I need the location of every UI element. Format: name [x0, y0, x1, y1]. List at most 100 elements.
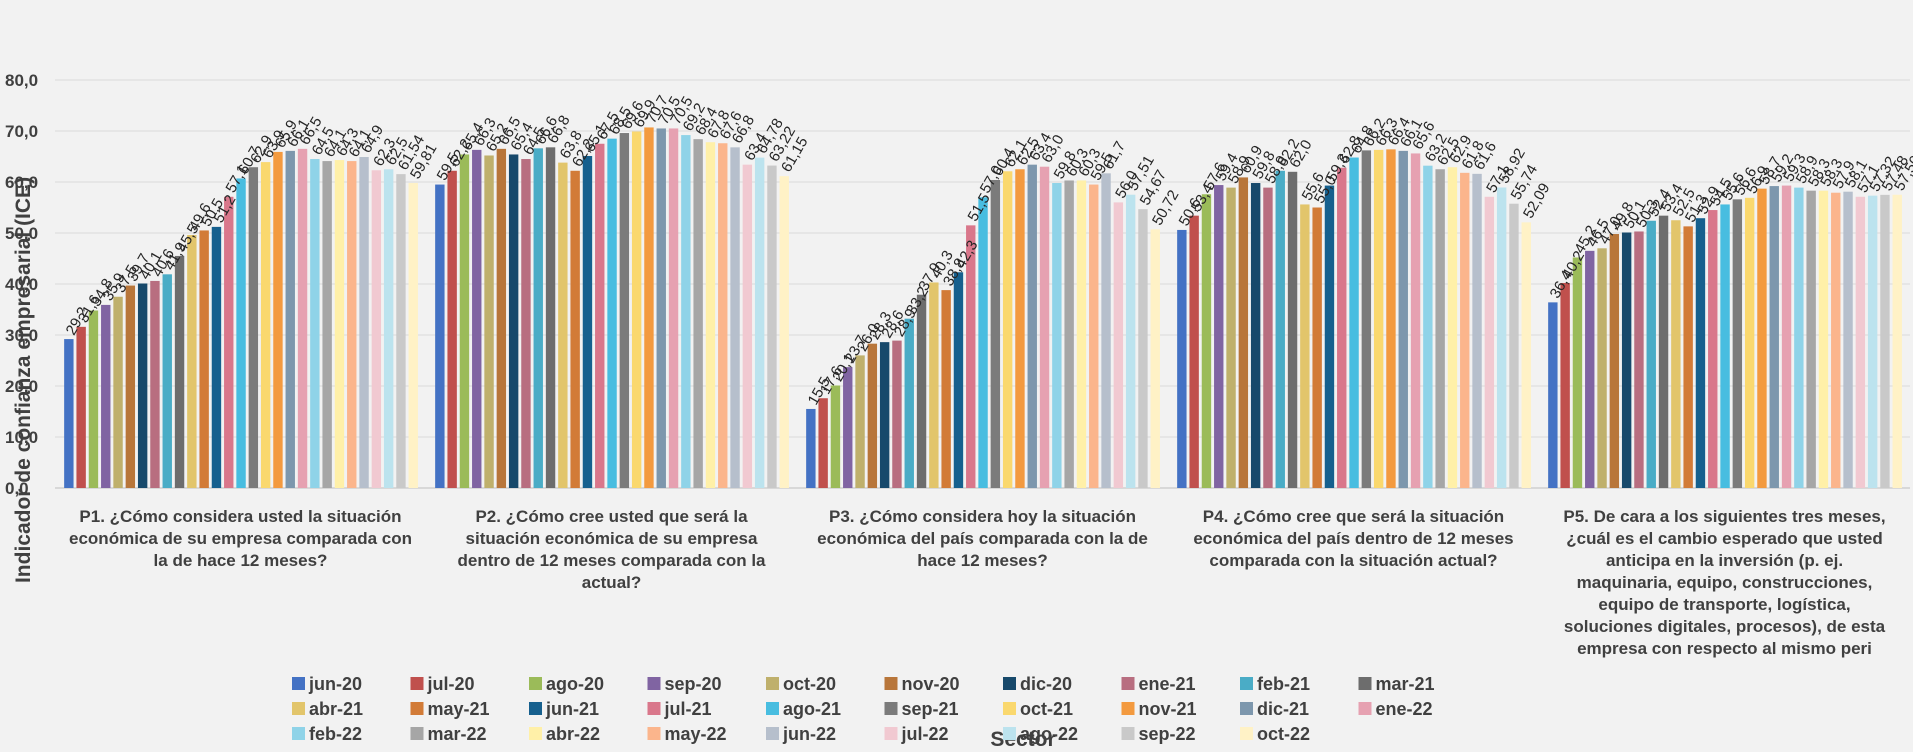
bar: [730, 147, 740, 488]
legend-label: jun-20: [308, 674, 362, 694]
y-tick-label: 70,0: [5, 122, 38, 141]
legend-swatch: [529, 702, 542, 715]
legend-label: oct-20: [783, 674, 836, 694]
bar: [767, 165, 777, 488]
bar: [806, 408, 816, 488]
legend-swatch: [647, 702, 661, 715]
bar: [1472, 173, 1482, 488]
bar: [904, 318, 914, 488]
bar: [248, 167, 259, 488]
bar: [668, 128, 679, 488]
bar: [125, 285, 136, 488]
legend-label: abr-21: [309, 699, 363, 719]
category-label: P5. De cara a los siguientes tres meses,…: [1563, 507, 1885, 658]
bar: [1843, 191, 1853, 488]
bar: [1818, 190, 1829, 489]
y-tick-label: 10,0: [5, 428, 38, 447]
bar: [1138, 209, 1148, 489]
bar: [496, 148, 507, 488]
bar: [1238, 177, 1249, 488]
bar: [1398, 150, 1408, 488]
legend-swatch: [647, 677, 661, 690]
bar: [484, 155, 494, 489]
bar: [101, 304, 111, 488]
bar: [347, 161, 357, 488]
bar: [1423, 165, 1433, 488]
bar: [1189, 215, 1199, 488]
bar: [408, 182, 418, 488]
bar: [1015, 169, 1025, 488]
legend: jun-20 jul-20 ago-20 sep-20 oct-20 nov-20 dic-…: [292, 674, 1435, 744]
bar: [1125, 194, 1136, 488]
bar: [1646, 220, 1656, 488]
bar: [1460, 172, 1470, 488]
legend-swatch: [1121, 702, 1135, 715]
legend-label: jun-21: [545, 699, 599, 719]
bar: [1039, 166, 1050, 488]
bar: [1447, 167, 1458, 488]
legend-label: may-22: [665, 724, 727, 744]
legend-label: ene-22: [1376, 699, 1433, 719]
bar: [472, 149, 482, 488]
legend-swatch: [292, 727, 305, 740]
bar: [779, 176, 789, 488]
bar: [150, 280, 160, 488]
y-tick-label: 50,0: [5, 224, 38, 243]
bar: [656, 128, 666, 488]
bar: [693, 139, 703, 488]
bar: [843, 367, 853, 488]
bar: [855, 355, 865, 488]
bar: [1597, 248, 1607, 488]
legend-label: nov-20: [902, 674, 960, 694]
bar: [199, 230, 209, 488]
y-tick-label: 40,0: [5, 275, 38, 294]
bar: [1585, 250, 1595, 488]
legend-label: oct-22: [1257, 724, 1310, 744]
legend-swatch: [292, 677, 305, 690]
bar: [644, 127, 654, 489]
bar: [1806, 190, 1816, 489]
legend-swatch: [766, 677, 779, 690]
bar: [1794, 187, 1804, 489]
legend-swatch: [1003, 727, 1016, 740]
legend-label: dic-20: [1020, 674, 1072, 694]
bar: [718, 143, 728, 489]
bar: [978, 197, 988, 489]
bar: [1435, 169, 1445, 488]
legend-swatch: [884, 727, 898, 740]
legend-label: oct-21: [1020, 699, 1073, 719]
bar: [990, 179, 1001, 488]
bar: [1769, 186, 1779, 488]
bar: [236, 178, 246, 488]
y-tick-label: 30,0: [5, 326, 38, 345]
bar: [383, 169, 394, 488]
bar: [1410, 153, 1421, 488]
bar: [88, 310, 99, 488]
bar: [1621, 232, 1632, 488]
legend-swatch: [1240, 702, 1253, 715]
bar: [631, 131, 642, 488]
bar: [1250, 183, 1261, 488]
legend-swatch: [1358, 702, 1372, 715]
bar: [1150, 229, 1160, 488]
legend-label: abr-22: [546, 724, 600, 744]
bar: [1324, 185, 1335, 488]
bar: [1201, 194, 1212, 489]
bar: [1312, 207, 1322, 488]
bar: [607, 138, 617, 488]
bar: [1002, 171, 1013, 489]
bar: [1695, 218, 1706, 488]
bar: [619, 133, 630, 489]
y-axis-ticks: 0,0 10,0 20,0 30,0 40,0 50,0 60,0 70,0 80,0: [5, 71, 38, 498]
bar: [1113, 202, 1124, 488]
bar: [1177, 229, 1187, 488]
legend-swatch: [647, 727, 661, 740]
bar: [1076, 180, 1087, 488]
legend-label: sep-21: [902, 699, 959, 719]
bar: [1373, 149, 1384, 488]
legend-label: ene-21: [1139, 674, 1196, 694]
bar: [297, 148, 308, 488]
bar: [1521, 222, 1531, 488]
bar: [187, 235, 197, 488]
